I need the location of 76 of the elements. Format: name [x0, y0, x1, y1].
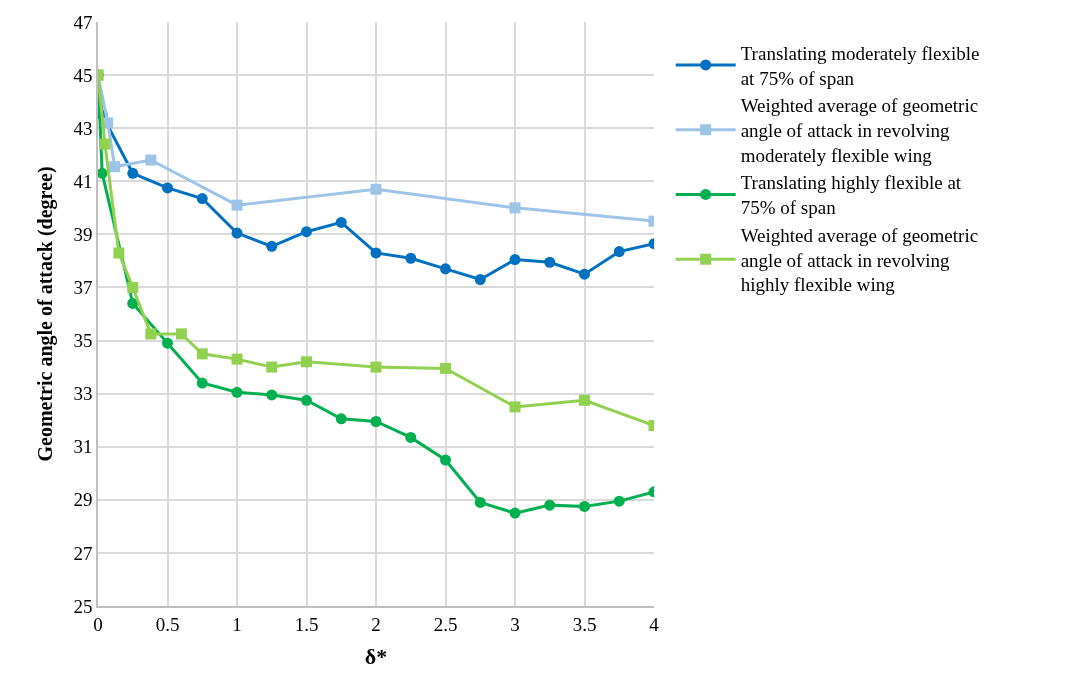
- y-tick-label: 43: [73, 117, 93, 139]
- x-tick-label: 2.5: [433, 613, 458, 635]
- point: [266, 361, 278, 373]
- point: [613, 495, 625, 507]
- point: [175, 328, 187, 340]
- point: [335, 413, 347, 425]
- y-tick-label: 25: [73, 595, 93, 617]
- point: [370, 416, 382, 428]
- x-tick-label: 3: [510, 613, 520, 635]
- point: [162, 337, 173, 349]
- x-tick-label: 2: [371, 613, 381, 635]
- point: [335, 216, 347, 228]
- point: [509, 401, 521, 413]
- y-tick-label: 27: [73, 542, 93, 564]
- y-axis-title: Geometric angle of attack (degree): [34, 166, 58, 462]
- point: [162, 182, 173, 194]
- point: [127, 167, 139, 179]
- y-tick-label: 29: [73, 489, 93, 511]
- x-tick-label: 4: [649, 613, 660, 635]
- point: [370, 183, 382, 195]
- point: [98, 167, 108, 179]
- y-tick-label: 47: [73, 11, 93, 33]
- x-tick-label: 1: [232, 613, 242, 635]
- point: [579, 268, 590, 280]
- point: [231, 353, 243, 365]
- point: [196, 193, 208, 205]
- point: [613, 246, 625, 258]
- point: [370, 247, 382, 259]
- point: [127, 281, 139, 293]
- point: [544, 499, 556, 511]
- point: [474, 496, 486, 508]
- point: [301, 394, 312, 406]
- legend-label: Weighted average of geometric angle of attack in revolving moderately flexible wing: [740, 95, 979, 166]
- y-tick-label: 31: [73, 436, 93, 458]
- y-tick-label: 45: [73, 64, 93, 86]
- point: [579, 394, 590, 406]
- point: [301, 356, 312, 368]
- point: [440, 362, 451, 374]
- x-tick-label: 0.5: [155, 613, 180, 635]
- point: [266, 389, 278, 401]
- y-tick-label: 35: [73, 330, 93, 352]
- point: [99, 138, 111, 150]
- point: [127, 297, 139, 309]
- point: [231, 386, 243, 398]
- point: [440, 263, 451, 275]
- point: [109, 161, 121, 173]
- point: [579, 500, 590, 512]
- point: [405, 431, 417, 443]
- point: [370, 361, 382, 373]
- point: [196, 377, 208, 389]
- point: [231, 199, 243, 211]
- x-axis-title: δ*: [364, 643, 388, 669]
- point: [196, 348, 208, 360]
- point: [509, 507, 521, 519]
- point: [440, 454, 451, 466]
- legend-label: Translating highly flexible at 75% of span: [740, 172, 962, 219]
- point: [113, 247, 125, 259]
- point: [474, 273, 486, 285]
- point: [509, 202, 521, 214]
- x-tick-label: 3.5: [572, 613, 597, 635]
- legend-label: Weighted average of geometric angle of attack in revolving highly flexible wing: [740, 224, 979, 296]
- point: [231, 227, 243, 239]
- point: [266, 240, 278, 252]
- y-tick-label: 41: [73, 170, 93, 192]
- point: [544, 256, 556, 268]
- legend-label: Translating moderately flexible at 75% of span: [740, 42, 980, 89]
- y-tick-label: 37: [73, 277, 93, 299]
- point: [509, 254, 521, 266]
- y-tick-label: 33: [73, 383, 93, 405]
- point: [405, 252, 417, 264]
- point: [301, 226, 312, 238]
- x-tick-label: 0: [93, 613, 103, 635]
- x-tick-label: 1.5: [294, 613, 319, 635]
- point: [145, 154, 157, 166]
- y-tick-label: 39: [73, 224, 93, 246]
- point: [145, 328, 157, 340]
